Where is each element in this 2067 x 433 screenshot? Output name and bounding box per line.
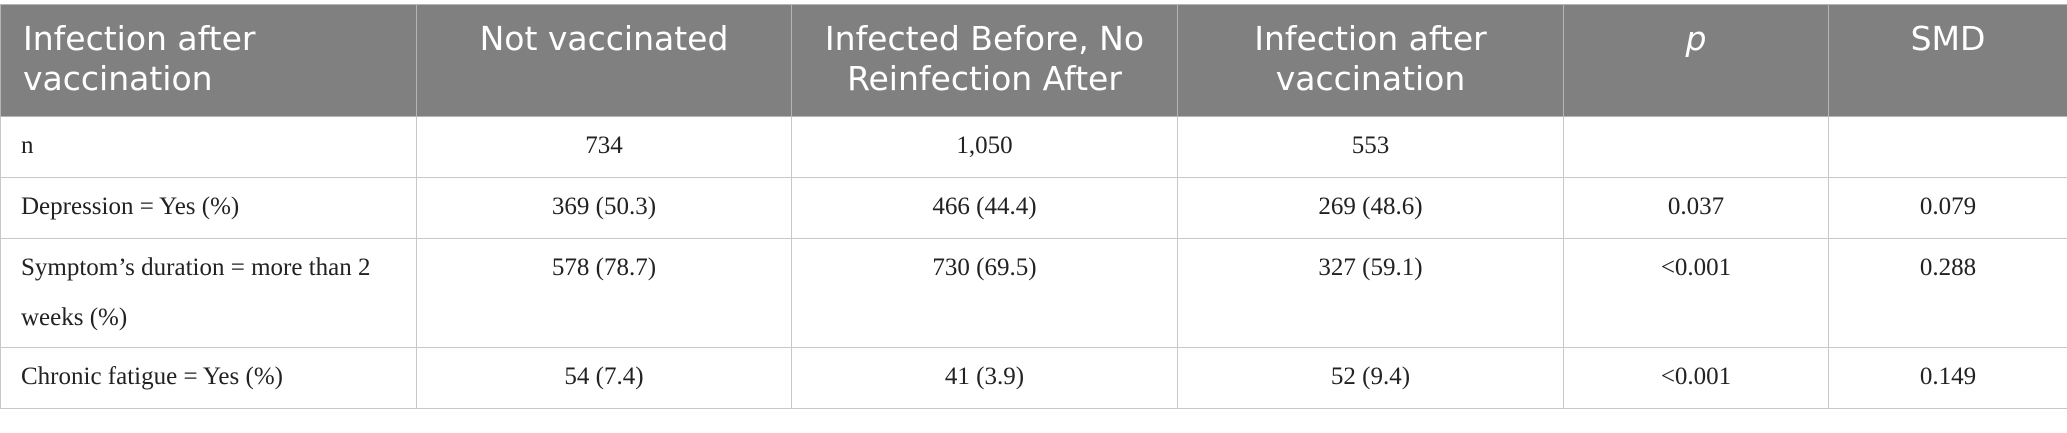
table-cell: 327 (59.1) (1178, 239, 1564, 348)
header-cell: Infection after vaccination (1, 5, 417, 117)
table-cell: Symptom’s duration = more than 2 weeks (… (1, 239, 417, 348)
empty-cell (1829, 117, 2067, 178)
table-cell: 269 (48.6) (1178, 178, 1564, 239)
header-cell: Infected Before, No Reinfection After (792, 5, 1178, 117)
table-row: Chronic fatigue = Yes (%)54 (7.4)41 (3.9… (1, 348, 2067, 409)
table-cell: 578 (78.7) (417, 239, 792, 348)
table-cell: 1,050 (792, 117, 1178, 178)
table-cell: 730 (69.5) (792, 239, 1178, 348)
table-row: Symptom’s duration = more than 2 weeks (… (1, 239, 2067, 348)
table-cell: Chronic fatigue = Yes (%) (1, 348, 417, 409)
table-cell: 41 (3.9) (792, 348, 1178, 409)
empty-cell (1564, 117, 1829, 178)
table-cell: 0.079 (1829, 178, 2067, 239)
table-cell: 52 (9.4) (1178, 348, 1564, 409)
table-cell: <0.001 (1564, 239, 1829, 348)
table-cell: 553 (1178, 117, 1564, 178)
table-cell: 0.288 (1829, 239, 2067, 348)
header-cell: SMD (1829, 5, 2067, 117)
header-cell: p (1564, 5, 1829, 117)
header-cell: Infection after vaccination (1178, 5, 1564, 117)
table-cell: 54 (7.4) (417, 348, 792, 409)
table-cell: Depression = Yes (%) (1, 178, 417, 239)
table-cell: 0.037 (1564, 178, 1829, 239)
table-cell: 466 (44.4) (792, 178, 1178, 239)
table-cell: 734 (417, 117, 792, 178)
table-cell: 0.149 (1829, 348, 2067, 409)
table-cell: n (1, 117, 417, 178)
table-cell: <0.001 (1564, 348, 1829, 409)
header-cell: Not vaccinated (417, 5, 792, 117)
table-cell: 369 (50.3) (417, 178, 792, 239)
table-row: Depression = Yes (%)369 (50.3)466 (44.4)… (1, 178, 2067, 239)
